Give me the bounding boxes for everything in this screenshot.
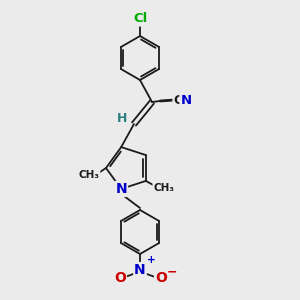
Text: C: C xyxy=(173,94,183,106)
Text: −: − xyxy=(167,265,178,278)
Text: N: N xyxy=(116,182,127,196)
Text: CH₃: CH₃ xyxy=(79,170,100,180)
Text: +: + xyxy=(147,255,156,265)
Text: N: N xyxy=(180,94,192,106)
Text: H: H xyxy=(117,112,127,125)
Text: O: O xyxy=(155,271,167,285)
Text: CH₃: CH₃ xyxy=(153,183,174,193)
Text: O: O xyxy=(114,271,126,285)
Text: Cl: Cl xyxy=(133,13,147,26)
Text: N: N xyxy=(134,263,146,277)
